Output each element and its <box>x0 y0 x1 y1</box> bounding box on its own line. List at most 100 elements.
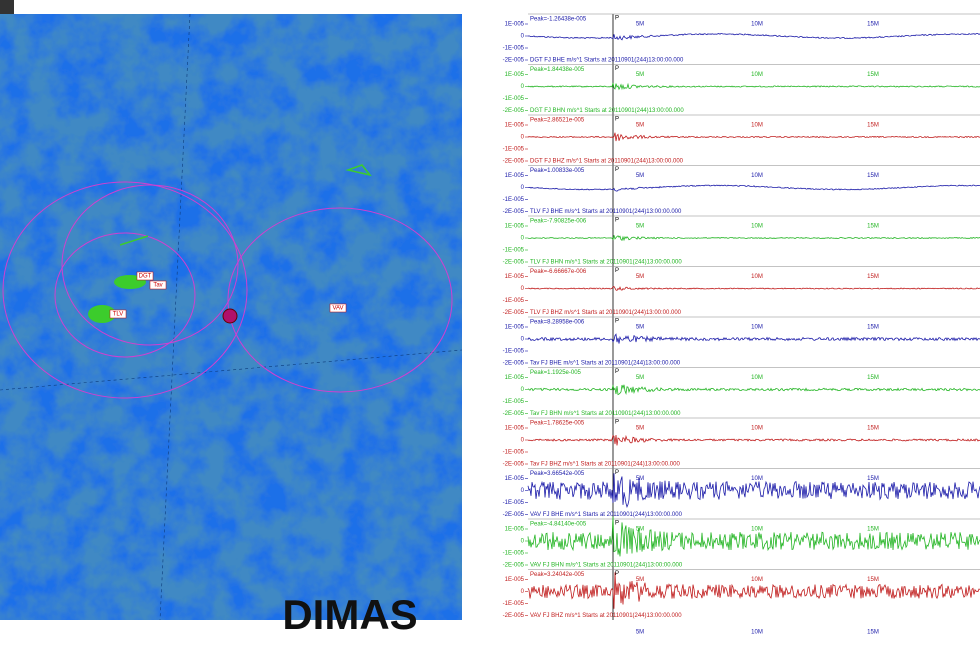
label-box <box>149 280 167 290</box>
time-label: 5M <box>636 426 644 432</box>
time-label: 15M <box>867 22 879 28</box>
axis-label: 1E-005 <box>505 22 525 28</box>
epicenter <box>222 308 238 324</box>
axis-label: -2E-005 <box>503 462 525 468</box>
waveform <box>527 333 980 344</box>
time-label: 10M <box>751 274 763 280</box>
p-marker: P <box>615 268 619 274</box>
station-label: VAV <box>332 306 343 312</box>
peak-label: Peak=8.28958e-006 <box>530 320 585 326</box>
label-box <box>109 309 127 319</box>
time-label: 10M <box>751 224 763 230</box>
station-label: VAV FJ BHN m/s^1 Starts at 20110901(244)… <box>530 563 683 569</box>
peak-label: Peak=3.66542e-005 <box>530 471 585 477</box>
p-marker: P <box>615 571 619 577</box>
station-label: Tav FJ BHN m/s^1 Starts at 20110901(244)… <box>530 411 681 417</box>
time-label: 10M <box>751 72 763 78</box>
time-label: 10M <box>751 527 763 533</box>
axis-label: -2E-005 <box>503 563 525 569</box>
peak-label: Peak=1.78625e-005 <box>530 421 585 427</box>
time-label: 15M <box>867 476 879 482</box>
p-marker: P <box>615 16 619 22</box>
axis-label: -2E-005 <box>503 159 525 165</box>
time-label: 5M <box>636 72 644 78</box>
station-label: TLV FJ BHZ m/s^1 Starts at 20110901(244)… <box>530 310 682 316</box>
time-label: 10M <box>751 476 763 482</box>
peak-label: Peak=1.1925e-005 <box>530 370 582 376</box>
axis-label: -2E-005 <box>503 411 525 417</box>
title: DIMAS <box>282 591 417 638</box>
axis-label: 0 <box>521 185 525 191</box>
axis-label: 0 <box>521 438 525 444</box>
time-label: 5M <box>636 577 644 583</box>
station-label: VAV FJ BHZ m/s^1 Starts at 20110901(244)… <box>530 613 682 619</box>
axis-label: 1E-005 <box>505 173 525 179</box>
station-label: Tav FJ BHE m/s^1 Starts at 20110901(244)… <box>530 361 681 367</box>
axis-label: 0 <box>521 589 525 595</box>
axis-label: -2E-005 <box>503 310 525 316</box>
time-label: 10M <box>751 123 763 129</box>
axis-label: -2E-005 <box>503 209 525 215</box>
station-label: Tav FJ BHZ m/s^1 Starts at 20110901(244)… <box>530 462 680 468</box>
axis-label: -2E-005 <box>503 260 525 266</box>
time-label: 15M <box>867 375 879 381</box>
time-label: 15M <box>867 274 879 280</box>
time-label: 5M <box>636 274 644 280</box>
waveform <box>527 572 980 609</box>
axis-label: -1E-005 <box>503 601 525 607</box>
axis-label: 0 <box>521 387 525 393</box>
waveform <box>527 32 980 41</box>
p-marker: P <box>615 218 619 224</box>
time-label: 10M <box>751 630 763 636</box>
time-label: 10M <box>751 577 763 583</box>
p-marker: P <box>615 117 619 123</box>
p-marker: P <box>615 521 619 527</box>
axis-label: -1E-005 <box>503 46 525 52</box>
peak-label: Peak=-7.90825e-006 <box>530 219 587 225</box>
axis-label: 0 <box>521 84 525 90</box>
axis-label: -2E-005 <box>503 58 525 64</box>
station-label: VAV FJ BHE m/s^1 Starts at 20110901(244)… <box>530 512 683 518</box>
time-label: 5M <box>636 173 644 179</box>
time-label: 5M <box>636 527 644 533</box>
time-label: 15M <box>867 630 879 636</box>
station-label: DGT FJ BHZ m/s^1 Starts at 20110901(244)… <box>530 159 684 165</box>
station-label: TLV FJ BHN m/s^1 Starts at 20110901(244)… <box>530 260 682 266</box>
time-label: 5M <box>636 375 644 381</box>
time-label: 5M <box>636 476 644 482</box>
range-circles <box>2 181 453 399</box>
label-box <box>136 271 154 281</box>
axis-label: -1E-005 <box>503 147 525 153</box>
time-label: 5M <box>636 224 644 230</box>
axis-label: 0 <box>521 135 525 141</box>
axis-label: 0 <box>521 236 525 242</box>
time-label: 5M <box>636 630 644 636</box>
time-label: 15M <box>867 123 879 129</box>
time-label: 15M <box>867 224 879 230</box>
p-marker: P <box>615 470 619 476</box>
peak-label: Peak=-4.84140e-005 <box>530 522 587 528</box>
peak-label: Peak=2.86521e-005 <box>530 118 585 124</box>
waveform <box>527 516 980 557</box>
axis-label: -1E-005 <box>503 96 525 102</box>
axis-label: -1E-005 <box>503 248 525 254</box>
p-marker: P <box>615 319 619 325</box>
p-marker: P <box>615 420 619 426</box>
axis-label: -1E-005 <box>503 197 525 203</box>
station-label: TLV <box>113 312 124 318</box>
axis-label: -1E-005 <box>503 298 525 304</box>
axis-label: 1E-005 <box>505 72 525 78</box>
axis-label: -1E-005 <box>503 450 525 456</box>
time-label: 15M <box>867 426 879 432</box>
time-label: 10M <box>751 375 763 381</box>
waveform <box>527 473 980 509</box>
axis-label: 0 <box>521 539 525 545</box>
axis-label: 1E-005 <box>505 123 525 129</box>
time-label: 5M <box>636 123 644 129</box>
time-label: 15M <box>867 72 879 78</box>
axis-label: -2E-005 <box>503 613 525 619</box>
p-marker: P <box>615 167 619 173</box>
station-label: DGT <box>139 274 152 280</box>
